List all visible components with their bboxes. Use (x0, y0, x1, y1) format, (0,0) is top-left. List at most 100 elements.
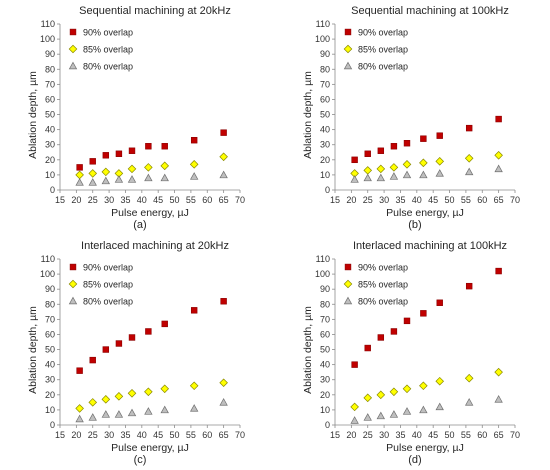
data-point (376, 173, 386, 182)
x-tick-label: 30 (104, 195, 114, 205)
x-tick-label: 50 (445, 195, 455, 205)
y-tick-label: 0 (50, 420, 55, 430)
data-point (402, 384, 412, 394)
x-tick-label: 40 (137, 430, 147, 440)
y-axis-label: Ablation depth, µm (27, 71, 39, 159)
x-tick-label: 60 (477, 195, 487, 205)
data-point (144, 163, 153, 172)
data-point (494, 150, 503, 160)
x-tick-label: 30 (104, 430, 114, 440)
x-tick-label: 35 (120, 195, 130, 205)
y-tick-label: 30 (45, 375, 55, 385)
x-tick-label: 30 (379, 430, 389, 440)
data-point (144, 387, 153, 397)
y-tick-label: 30 (320, 140, 330, 150)
x-tick-label: 45 (153, 195, 163, 205)
data-point (127, 389, 137, 398)
legend-marker (343, 61, 353, 70)
chart-svg: Sequential machining at 20kHz 15 20 25 30 35 4… (27, 5, 245, 231)
legend-label: 85% overlap (83, 45, 133, 55)
data-point (76, 164, 83, 171)
data-point (464, 154, 474, 163)
y-tick-label: 110 (41, 254, 55, 264)
y-tick-label: 100 (40, 269, 55, 279)
data-point (189, 160, 199, 169)
data-point (128, 147, 136, 154)
data-point (220, 298, 227, 305)
data-point (88, 169, 98, 178)
y-tick-label: 60 (45, 94, 55, 104)
y-tick-label: 20 (45, 155, 55, 165)
x-tick-label: 15 (330, 430, 340, 440)
data-point (160, 161, 170, 171)
y-tick-label: 0 (50, 185, 55, 195)
x-tick-label: 70 (510, 430, 520, 440)
y-tick-label: 70 (45, 79, 55, 89)
x-tick-label: 60 (477, 430, 487, 440)
legend-label: 80% overlap (358, 62, 408, 72)
data-point (101, 410, 111, 418)
y-tick-label: 90 (45, 49, 55, 59)
x-tick-label: 65 (219, 195, 229, 205)
y-tick-label: 20 (45, 390, 55, 400)
data-point (403, 317, 411, 325)
data-point (419, 170, 428, 179)
legend-marker (68, 279, 78, 289)
y-tick-label: 90 (320, 49, 330, 59)
x-tick-label: 55 (461, 195, 471, 205)
legend-marker (68, 44, 78, 54)
data-point (494, 395, 503, 403)
y-tick-label: 10 (45, 170, 55, 180)
legend-label: 85% overlap (83, 280, 133, 290)
chart-svg: Sequential machining at 100kHz 15 20 25 30 35… (302, 5, 520, 231)
data-point (145, 328, 152, 335)
data-point (114, 392, 124, 401)
y-tick-label: 80 (45, 299, 55, 309)
data-point (364, 344, 371, 352)
series-2 (75, 152, 228, 180)
data-point (403, 140, 411, 147)
y-tick-label: 50 (320, 110, 330, 120)
chart-title: Interlaced machining at 100kHz (353, 240, 507, 252)
y-tick-label: 10 (45, 405, 55, 415)
chart-panel-a: Sequential machining at 20kHz 15 20 25 30 35 4… (0, 0, 275, 235)
y-tick-label: 90 (320, 284, 330, 294)
data-point (219, 152, 228, 162)
x-tick-label: 20 (346, 430, 356, 440)
data-point (75, 178, 84, 186)
x-tick-label: 70 (510, 195, 520, 205)
series-2 (350, 150, 503, 178)
data-point (420, 310, 427, 317)
x-tick-label: 35 (120, 430, 130, 440)
y-axis-label: Ablation depth, µm (27, 306, 39, 394)
x-axis-label: Pulse energy, µJ (386, 442, 464, 454)
legend-marker (343, 296, 353, 305)
data-point (101, 395, 111, 404)
series-2 (75, 378, 228, 413)
data-point (494, 164, 503, 173)
y-tick-label: 60 (320, 94, 330, 104)
data-point (363, 173, 372, 182)
y-axis-label: Ablation depth, µm (302, 306, 314, 394)
data-point (419, 158, 428, 168)
data-point (363, 413, 372, 421)
data-point (115, 150, 123, 157)
x-tick-label: 20 (71, 195, 81, 205)
x-tick-label: 15 (55, 195, 65, 205)
y-tick-label: 20 (320, 155, 330, 165)
x-tick-label: 15 (330, 195, 340, 205)
x-tick-label: 50 (445, 430, 455, 440)
legend-marker (69, 28, 77, 36)
data-point (436, 132, 443, 139)
y-tick-label: 70 (45, 314, 55, 324)
data-point (127, 164, 137, 174)
legend-label: 90% overlap (83, 263, 133, 273)
data-point (219, 170, 228, 179)
x-tick-label: 65 (494, 195, 504, 205)
series-1 (76, 129, 227, 171)
chart-svg: Interlaced machining at 100kHz 15 20 25 30 35… (302, 240, 520, 466)
data-point (402, 170, 412, 179)
data-point (363, 393, 373, 403)
y-tick-label: 110 (316, 19, 330, 29)
data-point (189, 172, 199, 180)
